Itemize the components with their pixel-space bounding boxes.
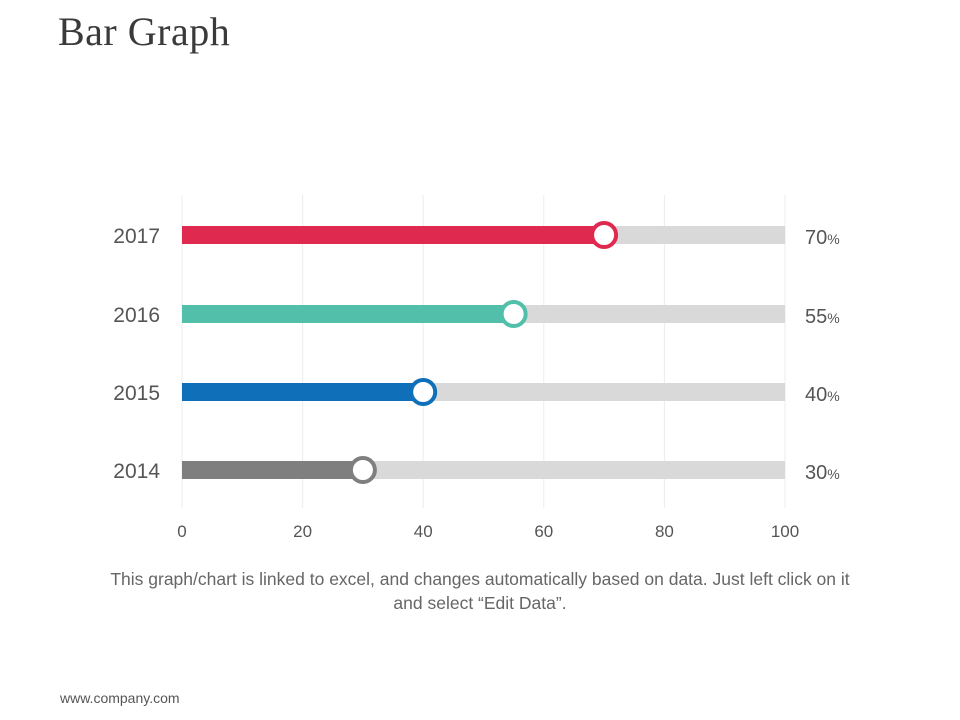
bar-knob: [348, 456, 377, 484]
x-tick-label: 20: [293, 522, 312, 541]
category-label: 2015: [113, 382, 160, 405]
bar: [182, 383, 424, 401]
x-tick-label: 80: [655, 522, 674, 541]
x-tick-label: 60: [534, 522, 553, 541]
bar: [182, 461, 363, 479]
page-title: Bar Graph: [58, 9, 231, 54]
bar-chart: 0 20 40 60 80 100 2017 70% 2016 55% 2015 40% 2014 30%: [113, 195, 840, 541]
category-label: 2014: [113, 460, 160, 483]
category-label: 2017: [113, 225, 160, 248]
category-label: 2016: [113, 304, 160, 327]
x-tick-label: 0: [177, 522, 186, 541]
bar: [182, 226, 605, 244]
x-tick-label: 40: [414, 522, 433, 541]
x-tick-label: 100: [771, 522, 799, 541]
bar-knob: [409, 378, 438, 406]
value-label: 40%: [805, 384, 840, 406]
bar: [182, 305, 514, 323]
value-label: 70%: [805, 227, 840, 249]
value-label: 30%: [805, 462, 840, 484]
bar-knob: [499, 300, 528, 328]
chart-caption: This graph/chart is linked to excel, and…: [110, 569, 850, 613]
value-label: 55%: [805, 306, 840, 328]
bar-knob: [590, 221, 619, 249]
footer-url: www.company.com: [60, 690, 180, 706]
